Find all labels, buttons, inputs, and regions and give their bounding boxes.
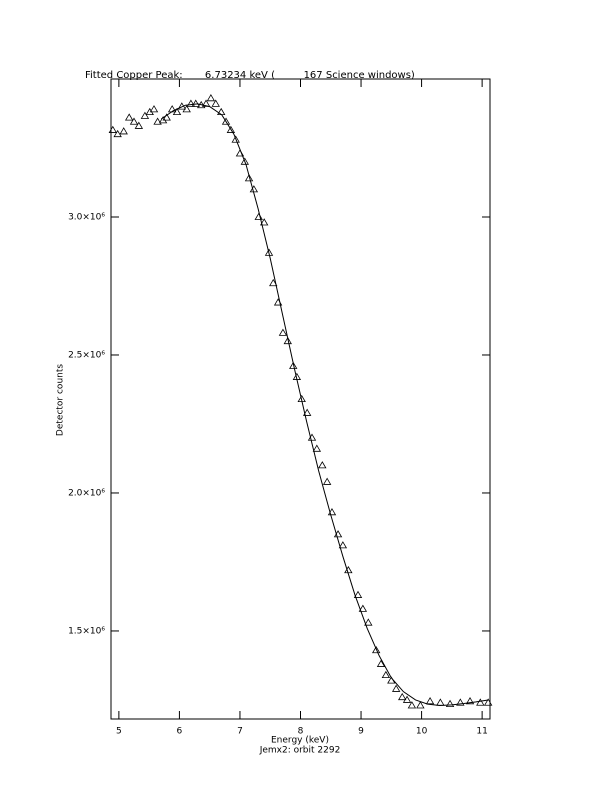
data-point [153,117,162,125]
data-point [407,701,417,709]
data-point [278,328,288,336]
x-tick-label: 9 [358,727,364,737]
data-point [149,105,159,113]
data-point [289,361,298,369]
y-tick-label: 2.5×10⁶ [68,350,105,360]
data-point [108,125,118,133]
x-axis-label: Energy (keV) [271,736,329,746]
x-tick-label: 5 [116,727,122,737]
data-point [269,278,278,287]
data-point [364,618,373,626]
data-point [283,336,292,345]
data-point [318,461,327,469]
data-point [338,541,348,549]
data-point [312,444,322,452]
data-point [483,698,493,706]
data-point [162,113,171,121]
data-point [456,698,465,706]
y-tick-label: 1.5×10⁶ [68,626,105,636]
data-point [371,645,381,654]
data-point [244,174,254,182]
data-point [221,117,231,125]
y-tick-label: 3.0×10⁶ [68,212,105,222]
data-point [358,604,368,612]
data-point [134,121,144,129]
data-point [172,107,182,116]
data-point [259,218,269,226]
data-point [119,127,128,135]
data-point [376,659,386,667]
x-tick-label: 7 [237,727,243,737]
subtitle: Jemx2: orbit 2292 [259,746,341,756]
data-point [140,111,150,119]
data-point [381,670,391,679]
data-point [322,477,332,485]
data-point [302,408,312,416]
x-tick-label: 6 [177,727,183,737]
data-point [124,113,134,121]
y-axis-label: Detector counts [56,364,66,436]
fit-line [160,103,489,706]
data-point [226,125,236,133]
y-tick-label: 2.0×10⁶ [68,488,105,498]
data-point [129,117,139,125]
data-point [211,99,220,107]
data-point [353,590,363,598]
data-point [206,94,216,102]
data-point [398,692,407,701]
data-point [231,135,240,143]
data-point [402,695,412,703]
x-tick-label: 10 [416,727,428,737]
x-tick-label: 8 [298,727,304,737]
data-point [186,99,196,107]
data-point [182,105,191,113]
data-point [476,698,485,706]
data-point [191,99,200,107]
x-tick-label: 11 [476,727,487,737]
data-point [201,99,211,107]
data-point [391,684,401,692]
data-point [425,697,435,705]
chart-title: Fitted Copper Peak: 6.73234 keV ( 167 Sc… [85,70,415,81]
data-point [240,157,249,165]
data-point [465,697,475,705]
data-point [416,701,425,709]
data-point [445,699,455,707]
data-point [113,129,122,138]
